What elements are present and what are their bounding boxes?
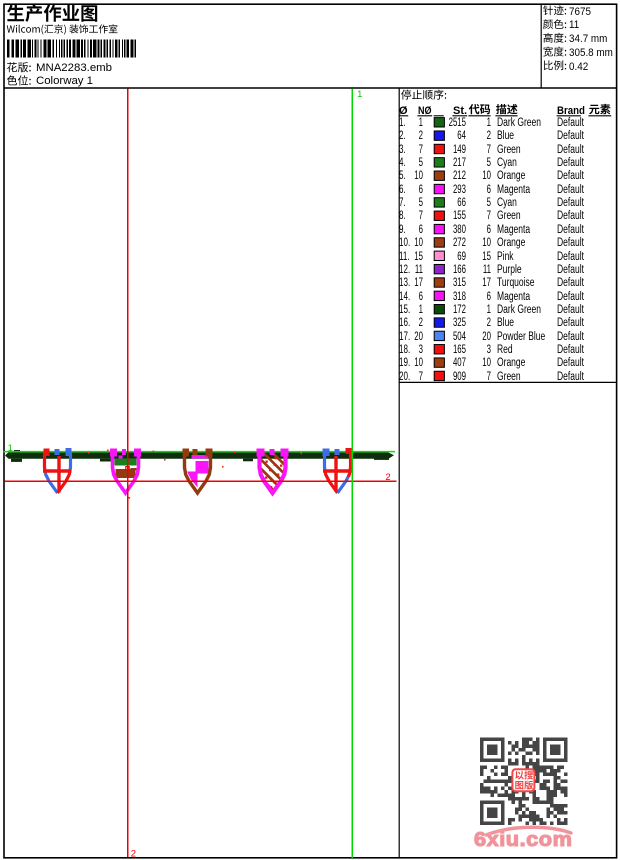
svg-text:1: 1: [357, 89, 362, 99]
svg-text:1: 1: [8, 443, 13, 453]
svg-text:2: 2: [385, 472, 390, 483]
svg-text:2: 2: [131, 848, 136, 859]
